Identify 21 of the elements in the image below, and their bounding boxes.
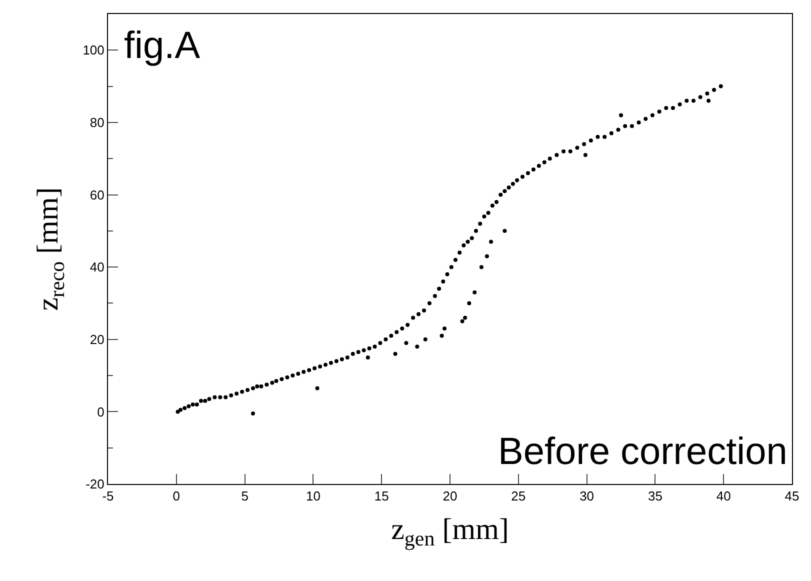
x-tick-label: 0 <box>172 488 180 504</box>
x-tick-label: 30 <box>580 488 594 504</box>
annotation: Before correction <box>498 431 788 473</box>
y-tick-label: 40 <box>90 260 104 275</box>
x-axis-title: z$_{gen}$ [mm] <box>391 513 509 550</box>
x-tick-label: 25 <box>511 488 526 504</box>
x-tick-label: 40 <box>716 488 731 504</box>
x-tick-label: 45 <box>784 488 800 504</box>
y-tick-label: 100 <box>82 42 104 58</box>
x-tick-label: 10 <box>306 488 320 504</box>
x-tick-label: -5 <box>102 488 114 504</box>
annotation: fig.A <box>124 25 201 67</box>
x-tick-label: 5 <box>241 488 248 504</box>
y-tick-label: 80 <box>90 115 104 130</box>
y-tick-label: 60 <box>90 187 104 202</box>
y-tick-label: -20 <box>86 476 104 492</box>
x-tick-label: 35 <box>648 488 662 504</box>
y-tick-label: 0 <box>97 404 104 420</box>
x-tick-label: 20 <box>442 488 458 504</box>
y-tick-label: 20 <box>90 332 104 347</box>
x-tick-label: 15 <box>374 488 389 504</box>
